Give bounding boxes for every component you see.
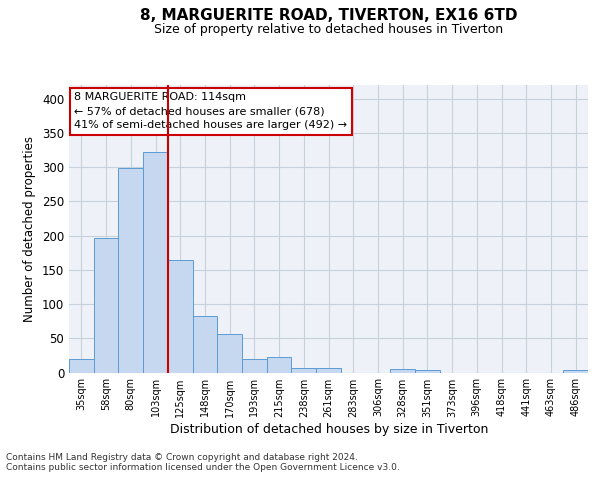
Bar (242, 359, 267, 372)
Bar (118, 168, 143, 372)
Bar (94, 238, 118, 372)
Bar (267, 358, 292, 372)
Bar (217, 334, 242, 372)
Bar (563, 370, 588, 372)
Bar (168, 260, 193, 372)
Text: 8 MARGUERITE ROAD: 114sqm
← 57% of detached houses are smaller (678)
41% of semi: 8 MARGUERITE ROAD: 114sqm ← 57% of detac… (74, 92, 347, 130)
Bar (69, 359, 94, 372)
Bar (316, 368, 341, 372)
Y-axis label: Number of detached properties: Number of detached properties (23, 136, 37, 322)
Bar (390, 369, 415, 372)
Bar (415, 370, 440, 372)
Text: Distribution of detached houses by size in Tiverton: Distribution of detached houses by size … (170, 422, 488, 436)
Bar (143, 152, 168, 372)
Text: 8, MARGUERITE ROAD, TIVERTON, EX16 6TD: 8, MARGUERITE ROAD, TIVERTON, EX16 6TD (140, 8, 518, 22)
Text: Contains HM Land Registry data © Crown copyright and database right 2024.
Contai: Contains HM Land Registry data © Crown c… (6, 452, 400, 472)
Bar (292, 368, 316, 372)
Bar (193, 316, 217, 372)
Text: Size of property relative to detached houses in Tiverton: Size of property relative to detached ho… (154, 22, 503, 36)
